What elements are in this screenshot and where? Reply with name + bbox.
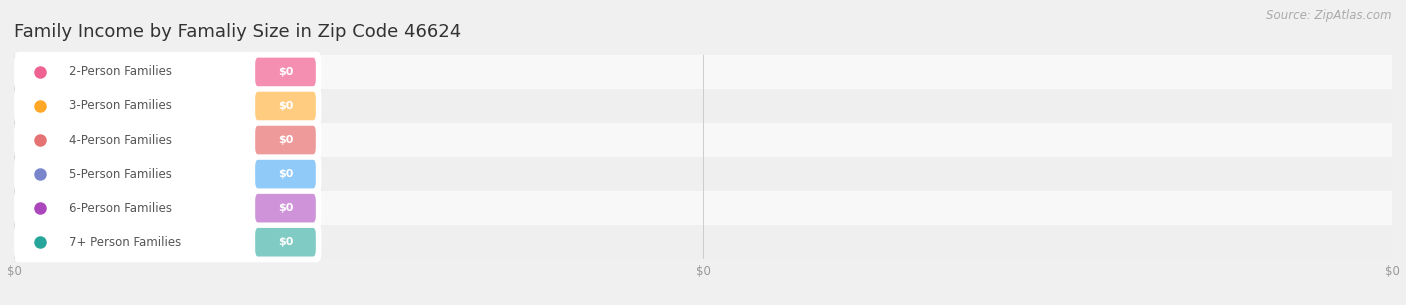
FancyBboxPatch shape	[14, 154, 322, 194]
FancyBboxPatch shape	[14, 52, 322, 92]
Text: $0: $0	[278, 237, 294, 247]
Text: $0: $0	[278, 67, 294, 77]
Text: $0: $0	[278, 169, 294, 179]
FancyBboxPatch shape	[14, 222, 322, 262]
Bar	[14, 123, 1392, 157]
FancyBboxPatch shape	[256, 228, 316, 257]
Bar	[14, 157, 1392, 191]
FancyBboxPatch shape	[256, 194, 316, 222]
Bar	[14, 89, 1392, 123]
Text: Family Income by Famaliy Size in Zip Code 46624: Family Income by Famaliy Size in Zip Cod…	[14, 23, 461, 41]
FancyBboxPatch shape	[14, 86, 322, 126]
Text: 5-Person Families: 5-Person Families	[69, 168, 172, 181]
Text: 6-Person Families: 6-Person Families	[69, 202, 172, 215]
Bar	[14, 191, 1392, 225]
FancyBboxPatch shape	[14, 188, 322, 228]
FancyBboxPatch shape	[256, 160, 316, 188]
Bar	[14, 225, 1392, 259]
Text: $0: $0	[278, 101, 294, 111]
Text: $0: $0	[278, 203, 294, 213]
FancyBboxPatch shape	[14, 120, 322, 160]
Text: 4-Person Families: 4-Person Families	[69, 134, 172, 146]
Text: $0: $0	[278, 135, 294, 145]
Text: Source: ZipAtlas.com: Source: ZipAtlas.com	[1267, 9, 1392, 22]
FancyBboxPatch shape	[256, 58, 316, 86]
Text: 3-Person Families: 3-Person Families	[69, 99, 172, 113]
FancyBboxPatch shape	[256, 126, 316, 154]
Text: 7+ Person Families: 7+ Person Families	[69, 236, 181, 249]
Bar	[14, 55, 1392, 89]
Text: 2-Person Families: 2-Person Families	[69, 66, 172, 78]
FancyBboxPatch shape	[256, 92, 316, 120]
